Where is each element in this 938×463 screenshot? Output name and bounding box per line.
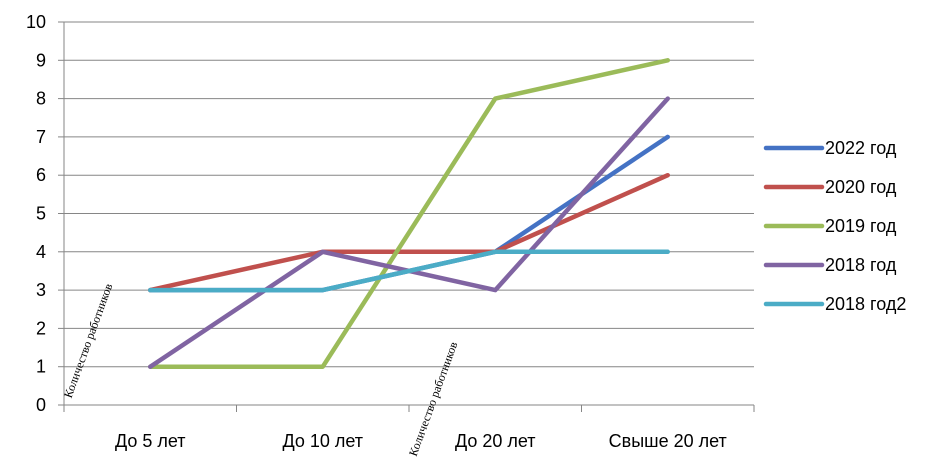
y-tick-label: 7 bbox=[36, 127, 46, 147]
y-tick-label: 4 bbox=[36, 242, 46, 262]
legend-label: 2020 год bbox=[825, 177, 897, 197]
series-line-4 bbox=[148, 249, 670, 293]
x-tick-label: До 10 лет bbox=[282, 431, 363, 451]
y-tick-label: 2 bbox=[36, 318, 46, 338]
y-tick-label: 10 bbox=[26, 12, 46, 32]
legend-label: 2018 год2 bbox=[825, 294, 906, 314]
y-tick-label: 9 bbox=[36, 50, 46, 70]
y-tick-label: 1 bbox=[36, 357, 46, 377]
y-tick-label: 6 bbox=[36, 165, 46, 185]
legend-label: 2022 год bbox=[825, 138, 897, 158]
annotation-label: Количество работников bbox=[61, 281, 116, 400]
legend: 2022 год 2020 год 2019 год 2018 год 2018 год… bbox=[763, 138, 906, 314]
y-tick-label: 0 bbox=[36, 395, 46, 415]
series-line-2 bbox=[148, 58, 670, 369]
legend-label: 2019 год bbox=[825, 216, 897, 236]
annotation-label: Количество работников bbox=[406, 339, 461, 458]
x-axis-tick-labels: До 5 лет До 10 лет До 20 лет Свыше 20 лет bbox=[115, 431, 727, 451]
x-tick-label: До 5 лет bbox=[115, 431, 186, 451]
y-tick-label: 3 bbox=[36, 280, 46, 300]
y-tick-label: 5 bbox=[36, 204, 46, 224]
axes bbox=[58, 21, 755, 412]
legend-label: 2018 год bbox=[825, 255, 897, 275]
y-tick-label: 8 bbox=[36, 89, 46, 109]
series-line-1 bbox=[148, 172, 670, 293]
y-axis-tick-labels: 0 1 2 3 4 5 6 7 8 9 10 bbox=[26, 12, 46, 415]
grid-lines bbox=[64, 21, 754, 368]
series-lines bbox=[148, 58, 670, 369]
x-tick-label: До 20 лет bbox=[455, 431, 536, 451]
x-tick-label: Свыше 20 лет bbox=[609, 431, 727, 451]
